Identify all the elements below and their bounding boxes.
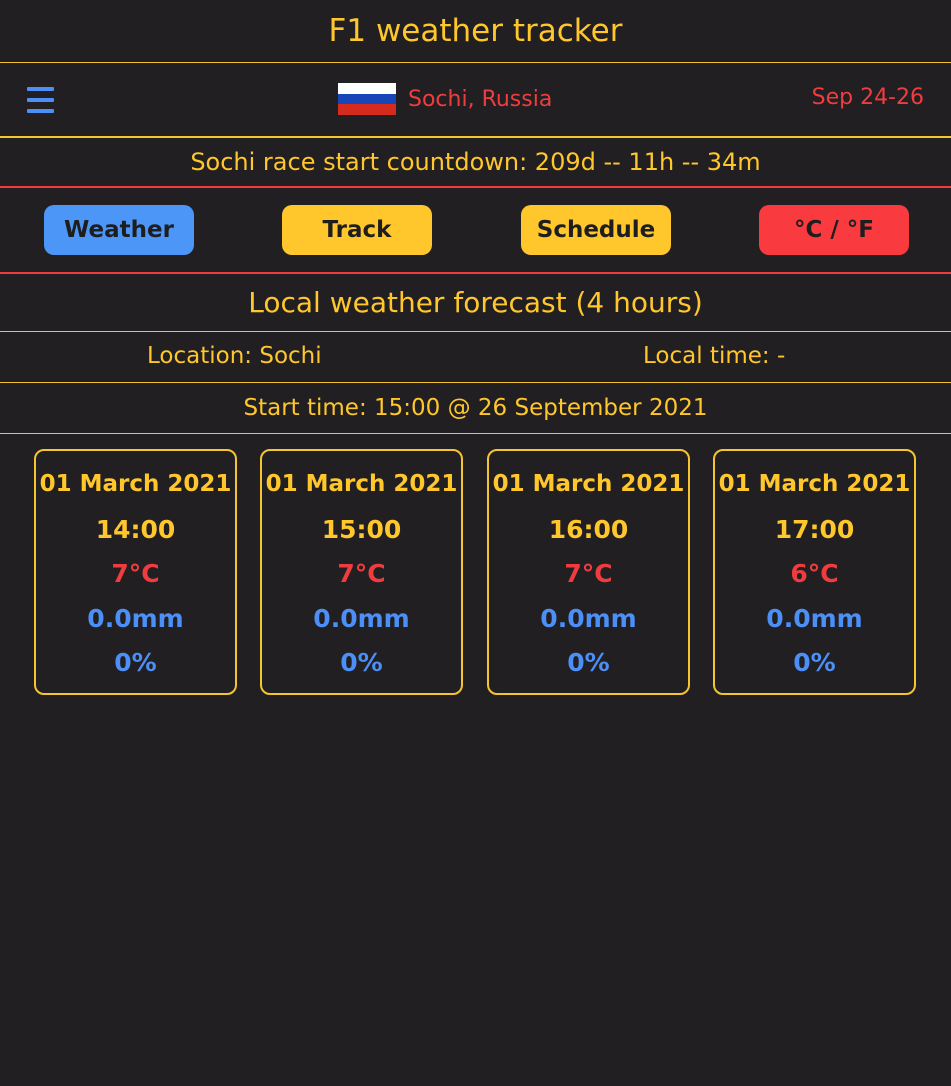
forecast-card: 01 March 2021 17:00 6°C 0.0mm 0%: [713, 449, 916, 695]
race-dates: Sep 24-26: [811, 85, 924, 110]
forecast-rainfall: 0.0mm: [540, 604, 637, 633]
forecast-rainfall: 0.0mm: [87, 604, 184, 633]
forecast-title-text: Local weather forecast (4 hours): [248, 286, 703, 319]
russia-flag-icon: [338, 83, 396, 116]
unit-toggle-button[interactable]: °C / °F: [759, 205, 909, 255]
start-time-row: Start time: 15:00 @ 26 September 2021: [0, 383, 951, 434]
forecast-rain-chance: 0%: [567, 648, 610, 677]
race-info-bar: Sochi, Russia Sep 24-26: [0, 63, 951, 138]
forecast-temperature: 7°C: [564, 559, 613, 588]
forecast-temperature: 7°C: [111, 559, 160, 588]
forecast-time: 15:00: [321, 515, 402, 544]
race-location: Sochi, Russia: [338, 83, 553, 116]
forecast-title: Local weather forecast (4 hours): [0, 274, 951, 332]
location-label: Location: Sochi: [147, 343, 322, 369]
forecast-temperature: 7°C: [337, 559, 386, 588]
forecast-time: 17:00: [774, 515, 855, 544]
forecast-card: 01 March 2021 14:00 7°C 0.0mm 0%: [34, 449, 237, 695]
forecast-rain-chance: 0%: [114, 648, 157, 677]
race-countdown: Sochi race start countdown: 209d -- 11h …: [0, 138, 951, 188]
forecast-date: 01 March 2021: [492, 471, 685, 497]
start-time-label: Start time: 15:00 @ 26 September 2021: [243, 395, 708, 421]
forecast-rainfall: 0.0mm: [766, 604, 863, 633]
forecast-cards: 01 March 2021 14:00 7°C 0.0mm 0% 01 Marc…: [0, 434, 951, 704]
tab-schedule[interactable]: Schedule: [521, 205, 671, 255]
forecast-date: 01 March 2021: [265, 471, 458, 497]
forecast-rain-chance: 0%: [340, 648, 383, 677]
tab-bar: Weather Track Schedule °C / °F: [0, 188, 951, 274]
app-header: F1 weather tracker: [0, 0, 951, 63]
forecast-time: 16:00: [548, 515, 629, 544]
location-row: Location: Sochi Local time: -: [0, 332, 951, 383]
tab-track[interactable]: Track: [282, 205, 432, 255]
forecast-temperature: 6°C: [790, 559, 839, 588]
forecast-card: 01 March 2021 16:00 7°C 0.0mm 0%: [487, 449, 690, 695]
forecast-date: 01 March 2021: [718, 471, 911, 497]
hamburger-menu-icon[interactable]: [27, 87, 54, 113]
forecast-date: 01 March 2021: [39, 471, 232, 497]
race-location-name: Sochi, Russia: [408, 86, 553, 112]
tab-weather[interactable]: Weather: [44, 205, 194, 255]
forecast-time: 14:00: [95, 515, 176, 544]
forecast-rain-chance: 0%: [793, 648, 836, 677]
local-time-label: Local time: -: [643, 343, 786, 369]
countdown-text: Sochi race start countdown: 209d -- 11h …: [190, 148, 761, 176]
forecast-rainfall: 0.0mm: [313, 604, 410, 633]
forecast-card: 01 March 2021 15:00 7°C 0.0mm 0%: [260, 449, 463, 695]
app-title: F1 weather tracker: [328, 13, 623, 49]
